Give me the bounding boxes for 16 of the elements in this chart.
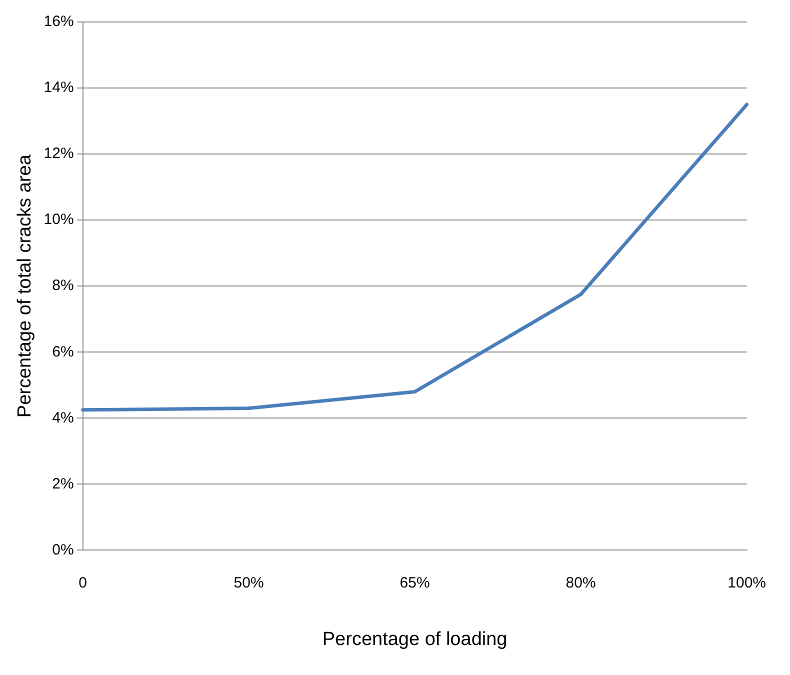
y-tick-label: 0% [52, 541, 74, 558]
x-tick-label: 65% [400, 574, 430, 592]
x-tick-label: 0 [78, 574, 87, 592]
y-tick-label: 16% [44, 13, 74, 30]
y-tick-label: 4% [52, 409, 74, 426]
x-tick-label: 100% [728, 574, 766, 592]
x-tick-label: 50% [234, 574, 264, 592]
y-axis-title: Percentage of total cracks area [14, 154, 36, 418]
y-tick-label: 10% [44, 211, 74, 228]
y-tick-label: 12% [44, 145, 74, 162]
x-axis-title: Percentage of loading [322, 628, 508, 650]
y-tick-label: 2% [52, 475, 74, 492]
x-tick-label: 80% [566, 574, 596, 592]
y-tick-label: 6% [52, 343, 74, 360]
y-tick-label: 8% [52, 277, 74, 294]
y-tick-label: 14% [44, 79, 74, 96]
